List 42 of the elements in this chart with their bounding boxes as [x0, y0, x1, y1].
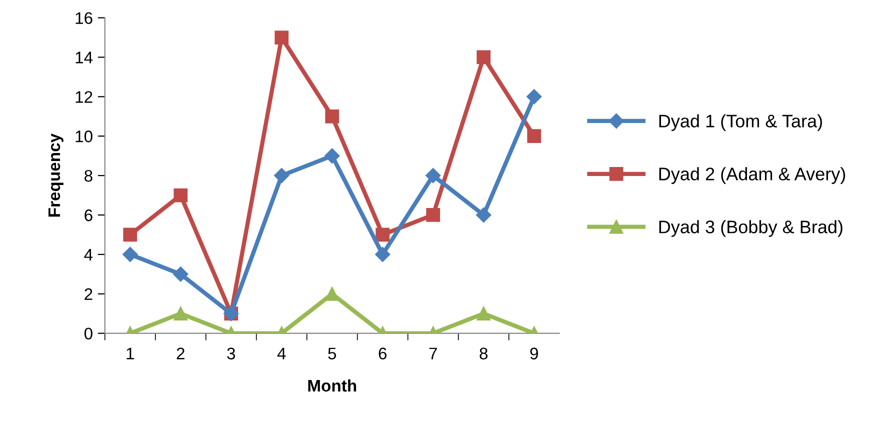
x-axis-title: Month: [308, 379, 356, 392]
legend-label: Dyad 3 (Bobby & Brad): [659, 220, 842, 237]
point: [376, 228, 390, 242]
point: [324, 148, 340, 164]
point: [527, 129, 542, 144]
point: [325, 109, 340, 124]
y-tick-label: 10: [76, 130, 92, 142]
legend-label: Dyad 1 (Tom & Tara): [659, 114, 822, 132]
y-tick-label: 6: [84, 209, 92, 222]
y-tick-label: 16: [76, 12, 92, 24]
point: [123, 228, 138, 242]
point: [325, 286, 340, 301]
x-tick-label: 6: [378, 348, 387, 360]
point: [476, 306, 491, 321]
y-tick-label: 8: [84, 170, 92, 182]
point: [174, 306, 188, 321]
y-axis-title: Frequency: [48, 133, 64, 217]
legend-label: Dyad 2 (Adam & Avery): [659, 167, 846, 184]
y-tick-label: 4: [84, 249, 93, 260]
point: [173, 266, 188, 282]
y-tick-label: 14: [76, 52, 93, 64]
x-tick-label: 5: [328, 348, 336, 360]
point: [274, 30, 289, 44]
y-tick-label: 12: [76, 91, 92, 103]
point: [174, 188, 188, 202]
point: [274, 168, 290, 184]
point: [375, 246, 390, 262]
point: [476, 207, 492, 223]
point: [526, 89, 542, 104]
x-tick-label: 9: [530, 348, 538, 360]
x-tick-label: 7: [429, 348, 437, 360]
point: [426, 208, 440, 222]
x-tick-label: 8: [480, 348, 488, 360]
point: [426, 168, 441, 184]
y-tick-label: 2: [84, 288, 92, 300]
point: [122, 246, 138, 262]
y-tick-label: 0: [84, 328, 92, 340]
x-tick-label: 3: [227, 348, 236, 360]
x-tick-label: 4: [277, 348, 286, 360]
point: [476, 50, 491, 64]
x-tick-label: 2: [176, 348, 184, 360]
x-tick-label: 1: [126, 348, 134, 360]
